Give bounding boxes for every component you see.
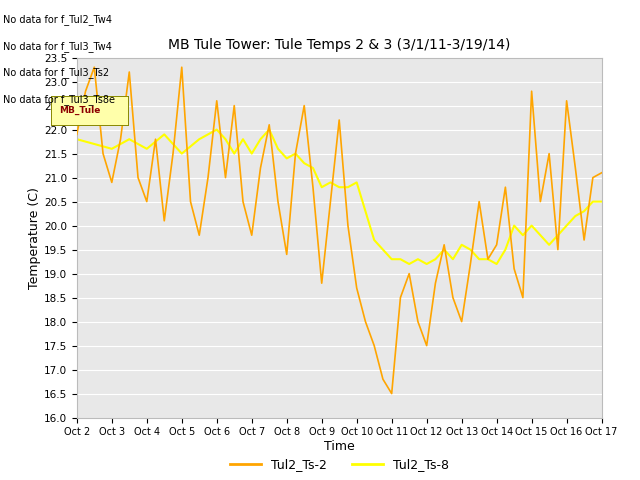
Text: No data for f_Tul3_Ts2: No data for f_Tul3_Ts2 bbox=[3, 67, 109, 78]
Legend: Tul2_Ts-2, Tul2_Ts-8: Tul2_Ts-2, Tul2_Ts-8 bbox=[225, 453, 454, 476]
X-axis label: Time: Time bbox=[324, 440, 355, 453]
Text: No data for f_Tul3_Tw4: No data for f_Tul3_Tw4 bbox=[3, 41, 112, 52]
Title: MB Tule Tower: Tule Temps 2 & 3 (3/1/11-3/19/14): MB Tule Tower: Tule Temps 2 & 3 (3/1/11-… bbox=[168, 38, 510, 52]
Text: MB_Tule: MB_Tule bbox=[59, 106, 100, 115]
Text: No data for f_Tul2_Tw4: No data for f_Tul2_Tw4 bbox=[3, 14, 112, 25]
Text: No data for f_Tul3_Ts8e: No data for f_Tul3_Ts8e bbox=[3, 94, 115, 105]
Y-axis label: Temperature (C): Temperature (C) bbox=[28, 187, 41, 288]
